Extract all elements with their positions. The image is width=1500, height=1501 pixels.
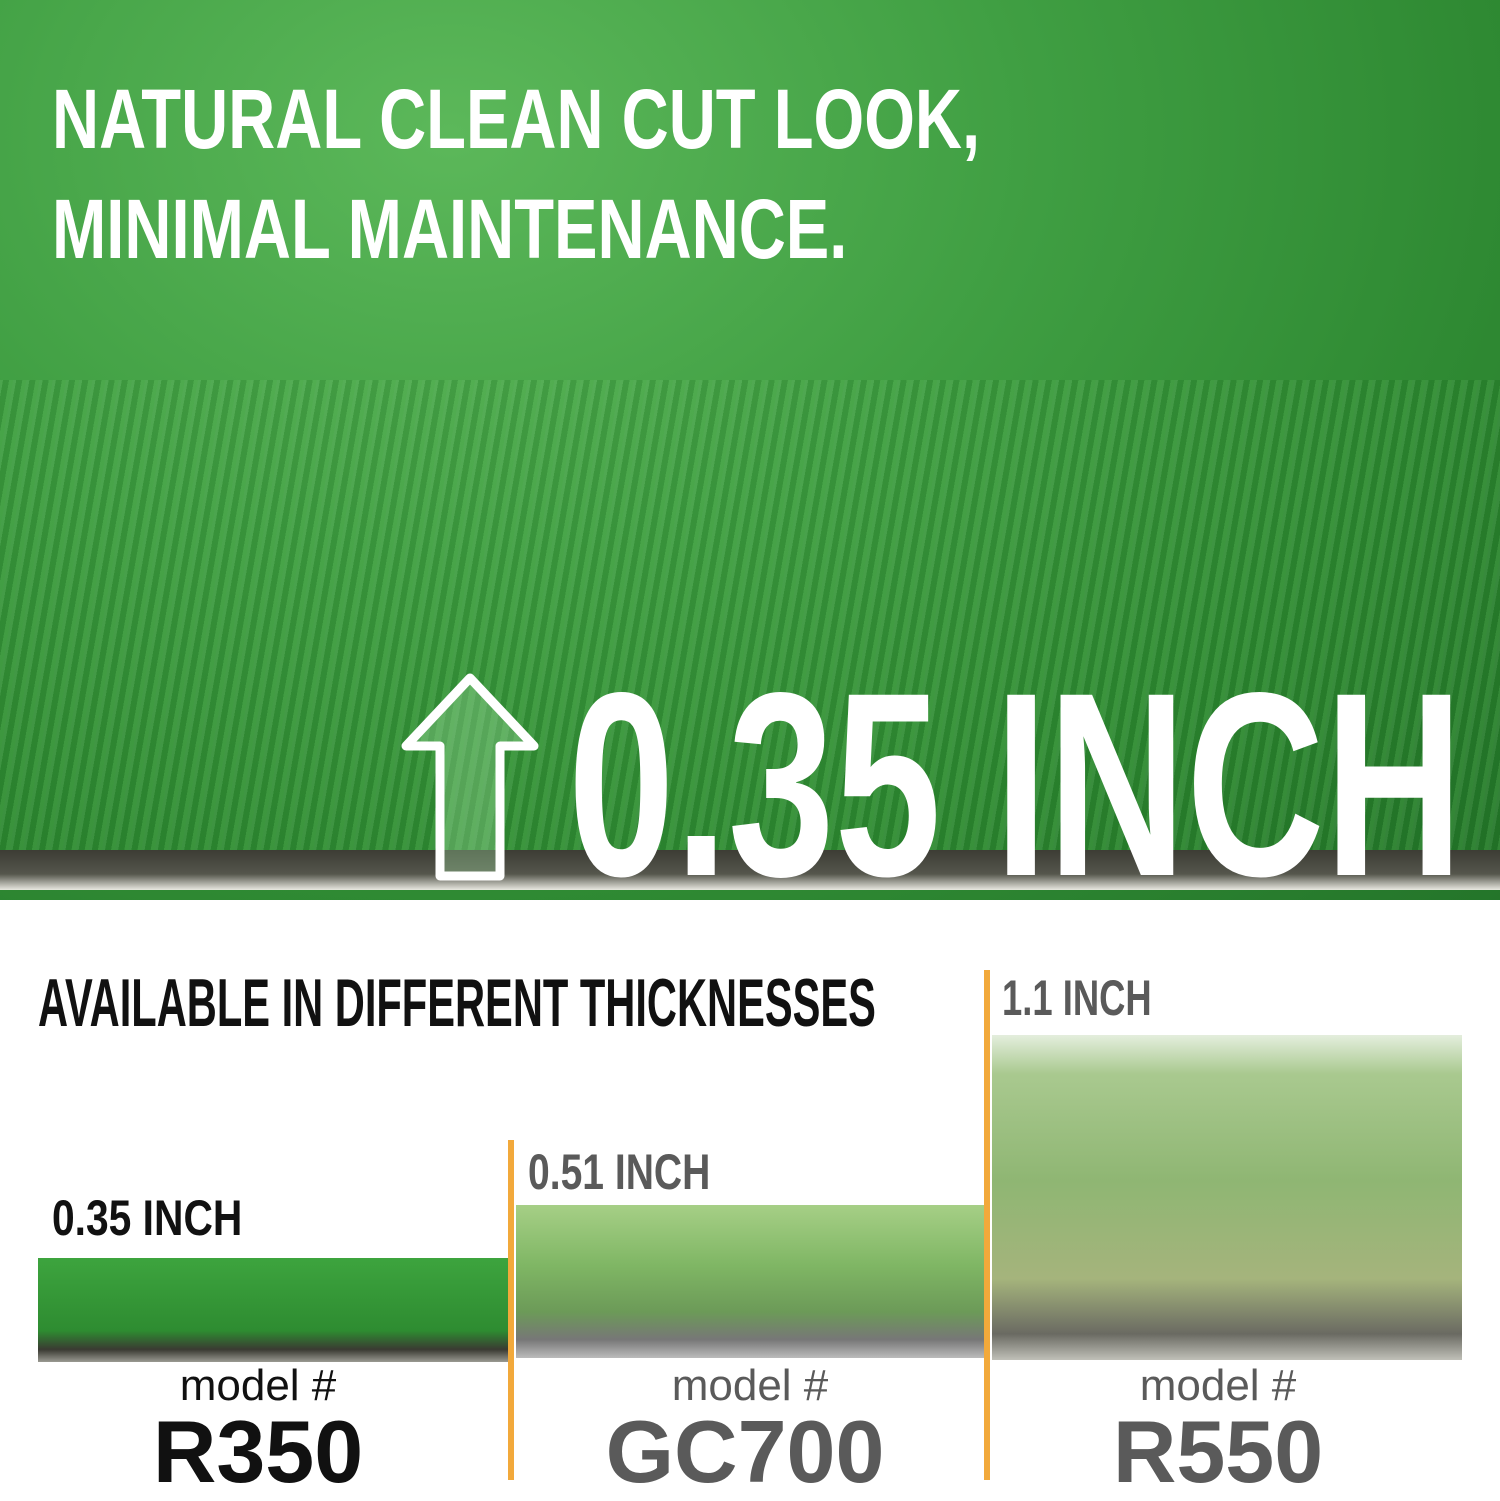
divider [508,1140,514,1480]
thickness-label: 1.1 INCH [1002,970,1152,1026]
grass-sample-gc700 [516,1205,984,1358]
model-label: model # [179,1361,337,1410]
model-code: R350 [152,1402,364,1501]
thickness-label: 0.51 INCH [528,1144,711,1200]
section-title: AVAILABLE IN DIFFERENT THICKNESSES [38,965,876,1041]
model-label: model # [1139,1361,1297,1410]
up-arrow-icon [401,673,539,881]
headline: NATURAL CLEAN CUT LOOK, MINIMAL MAINTENA… [52,64,980,284]
divider [984,970,990,1480]
model-code: R550 [1112,1402,1324,1501]
grass-sample-r350 [38,1258,508,1362]
hero-grass-photo [0,0,1500,900]
turf-backing [0,850,1500,890]
headline-line-2: MINIMAL MAINTENANCE. [52,182,848,276]
headline-line-1: NATURAL CLEAN CUT LOOK, [52,72,981,166]
grass-sample-r550 [992,1035,1462,1360]
pile-height: 0.35 INCH [568,638,1464,931]
thickness-label: 0.35 INCH [52,1190,243,1246]
grass-texture [0,380,1500,850]
model-code: GC700 [605,1402,885,1501]
model-label: model # [671,1361,829,1410]
